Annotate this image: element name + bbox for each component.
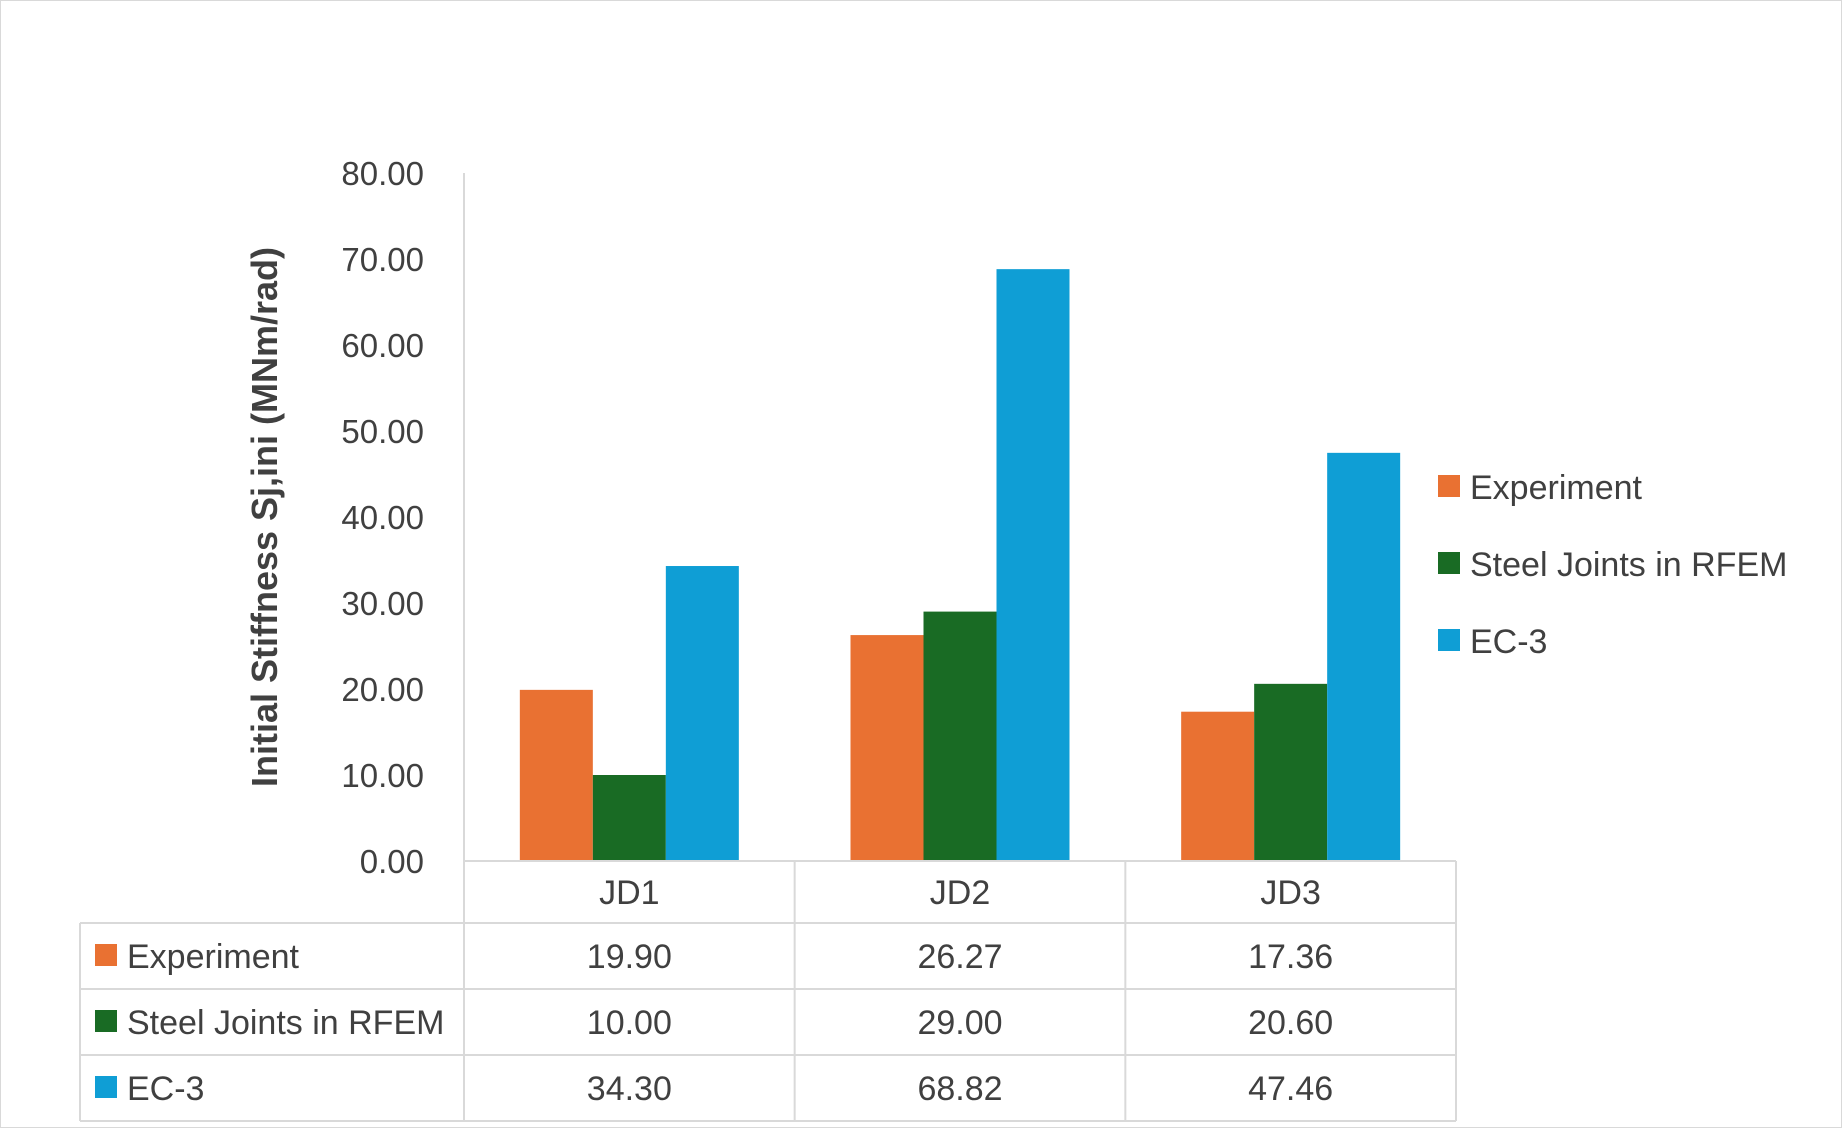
data-label: 10.00: [587, 1004, 672, 1042]
y-tick-label: 40.00: [341, 499, 424, 536]
data-label: 47.46: [1248, 1070, 1333, 1108]
data-label: 29.00: [917, 1004, 1002, 1042]
x-tick-label: JD1: [599, 874, 659, 912]
table-row-label: EC-3: [127, 1070, 204, 1108]
bar-jd1-series-3: [665, 566, 739, 861]
data-label: 26.27: [917, 938, 1002, 976]
table-legend-key: [95, 1010, 117, 1032]
y-tick-label: 10.00: [341, 757, 424, 794]
bar-jd3-series-3: [1327, 452, 1401, 861]
y-tick-label: 30.00: [341, 585, 424, 622]
y-axis-title: Initial Stiffness Sj,ini (MNm/rad): [244, 247, 285, 787]
table-row-label: Experiment: [127, 938, 300, 976]
bar-jd2-series-2: [923, 611, 997, 861]
data-label: 34.30: [587, 1070, 672, 1108]
legend-swatch: [1438, 552, 1460, 574]
bar-jd2-series-1: [850, 635, 924, 861]
legend-swatch: [1438, 629, 1460, 651]
bar-jd3-series-2: [1254, 683, 1328, 861]
y-tick-label: 60.00: [341, 327, 424, 364]
y-tick-label: 50.00: [341, 413, 424, 450]
y-tick-label: 20.00: [341, 671, 424, 708]
bar-jd1-series-2: [592, 775, 666, 861]
data-label: 17.36: [1248, 938, 1333, 976]
data-label: 19.90: [587, 938, 672, 976]
x-tick-label: JD2: [930, 874, 990, 912]
data-label: 68.82: [917, 1070, 1002, 1108]
y-tick-label: 80.00: [341, 155, 424, 192]
x-tick-label: JD3: [1260, 874, 1320, 912]
bar-jd2-series-3: [996, 269, 1070, 861]
y-tick-label: 0.00: [360, 843, 424, 880]
table-legend-key: [95, 944, 117, 966]
y-tick-label: 70.00: [341, 241, 424, 278]
table-legend-key: [95, 1076, 117, 1098]
data-label: 20.60: [1248, 1004, 1333, 1042]
bar-jd1-series-1: [519, 689, 593, 861]
legend-label: Steel Joints in RFEM: [1470, 546, 1787, 584]
table-row-label: Steel Joints in RFEM: [127, 1004, 444, 1042]
legend-label: EC-3: [1470, 623, 1547, 661]
legend-label: Experiment: [1470, 469, 1643, 507]
bar-jd3-series-1: [1181, 711, 1255, 861]
legend-swatch: [1438, 475, 1460, 497]
